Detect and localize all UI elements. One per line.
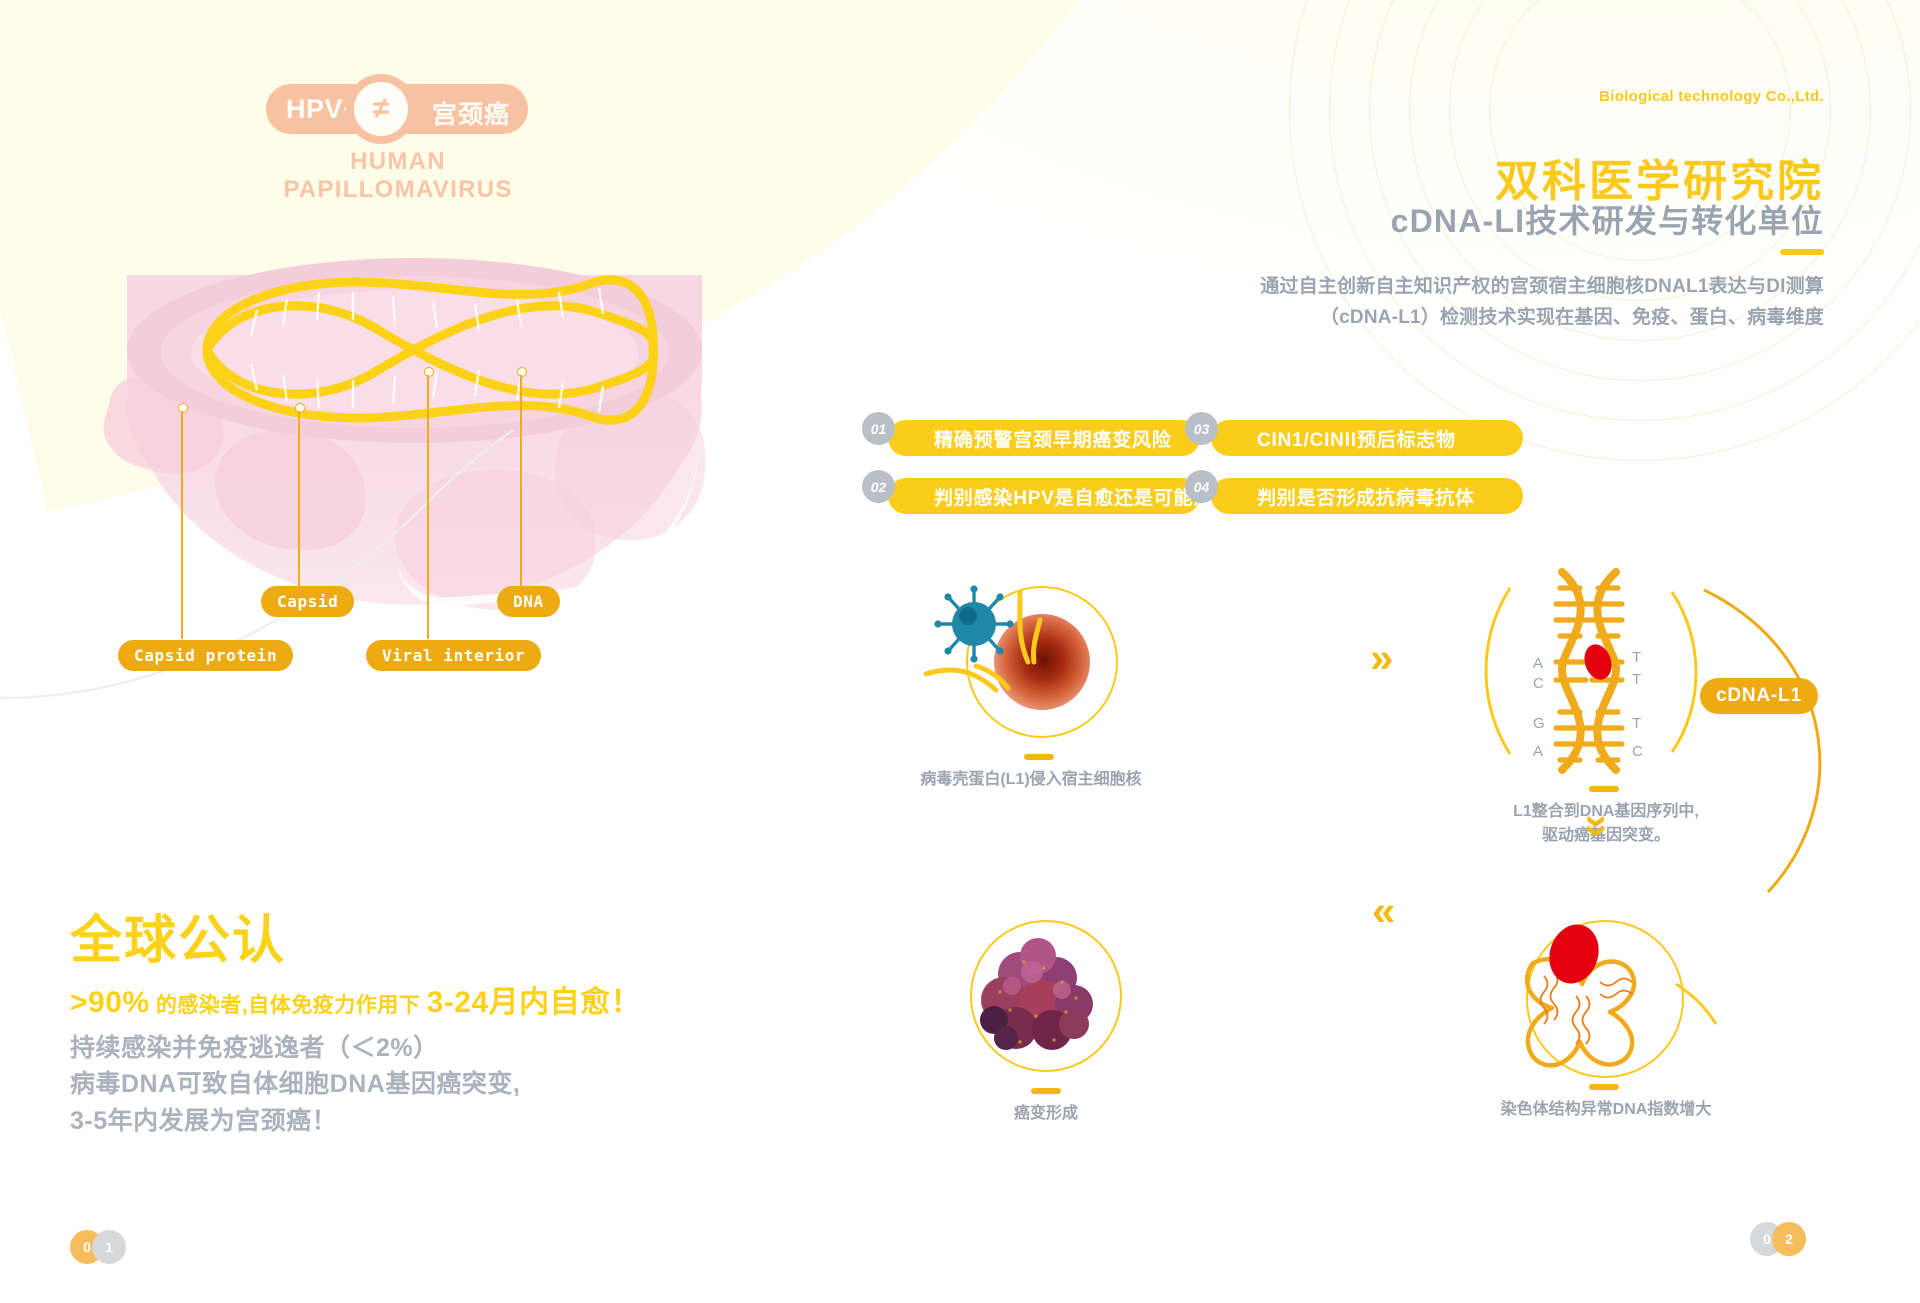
process-stage-2: A C G A T T T C L1整合到DNA基因序列中, 驱动癌基因突变。 xyxy=(1476,566,1736,844)
leader-line-dna xyxy=(520,375,522,586)
arrow-down-icon: » xyxy=(1575,814,1623,838)
label-capsid-protein: Capsid protein xyxy=(118,640,294,671)
feature-label-03: CIN1/CINII预后标志物 xyxy=(1257,429,1456,451)
leader-dot-capsid-protein xyxy=(178,403,188,413)
cervical-cancer-label: 宫颈癌 xyxy=(431,101,510,129)
page-number-left: 0 1 xyxy=(70,1230,134,1264)
desc-line-1: 通过自主创新自主知识产权的宫颈宿主细胞核DNAL1表达与DI测算 xyxy=(1260,276,1824,297)
dna-base-right-3: T xyxy=(1632,715,1641,732)
dna-helix-icon: A C G A T T T C xyxy=(1484,568,1698,774)
stage-2-caption-line2: 驱动癌基因突变。 xyxy=(1541,827,1670,844)
capsid-protein-blob xyxy=(215,430,365,550)
stage-4-caption-rule xyxy=(1589,1084,1619,1090)
virus-capsid-illustration xyxy=(95,240,735,660)
dna-base-left-1: A xyxy=(1533,655,1543,672)
cdna-l1-arc xyxy=(1703,588,1822,894)
abnormal-structure-marker xyxy=(1549,924,1599,984)
dna-base-left-2: C xyxy=(1533,675,1544,692)
body-line-1: 持续感染并免疫逃逸者（＜2%） xyxy=(70,1034,439,1062)
stage-2-caption-line1: L1整合到DNA基因序列中, xyxy=(1513,803,1699,820)
global-stat-line: >90% 的感染者,自体免疫力作用下 3-24月内自愈！ xyxy=(70,977,641,1021)
stage-4-caption: 染色体结构异常DNA指数增大 xyxy=(1500,1101,1712,1118)
hpv-subtitle: HUMAN PAPILLOMAVIRUS xyxy=(283,148,513,203)
stage-4-circle xyxy=(1526,920,1684,1078)
organization-description: 通过自主创新自主知识产权的宫颈宿主细胞核DNAL1表达与DI测算 （cDNA-L… xyxy=(1124,272,1824,334)
process-stage-4: 染色体结构异常DNA指数增大 xyxy=(1476,912,1736,1132)
dna-base-right-1: T xyxy=(1632,649,1641,666)
label-capsid: Capsid xyxy=(261,586,355,617)
page-digit-second: 1 xyxy=(92,1230,126,1264)
page-digit-second: 2 xyxy=(1772,1222,1806,1256)
feature-number-02: 02 xyxy=(862,470,895,503)
stage-1-caption-rule xyxy=(1024,754,1054,760)
feature-label-02: 判别感染HPV是自愈还是可能癌变 xyxy=(934,487,1233,509)
not-equal-glyph: ≠ xyxy=(354,82,408,136)
stage-3-caption: 癌变形成 xyxy=(1013,1105,1078,1122)
title-divider xyxy=(1780,249,1824,255)
process-stage-1: 病毒壳蛋白(L1)侵入宿主细胞核 xyxy=(916,578,1146,788)
leader-line-capsid xyxy=(298,411,300,586)
dna-base-left-3: G xyxy=(1533,715,1545,732)
leader-line-capsid-protein xyxy=(181,411,183,639)
organization-title: 双科医学研究院 xyxy=(1495,157,1824,206)
label-dna: DNA xyxy=(497,586,560,617)
stat-middle: 的感染者,自体免疫力作用下 xyxy=(149,994,427,1017)
dna-base-right-4: C xyxy=(1632,743,1643,760)
feature-number-04: 04 xyxy=(1185,470,1218,503)
not-equal-icon: ≠ xyxy=(346,74,416,144)
page-number-right: 0 2 xyxy=(1750,1222,1814,1256)
arrow-right-icon: » xyxy=(1370,634,1394,681)
feature-pill-01[interactable]: 精确预警宫颈早期癌变风险 xyxy=(888,420,1200,456)
process-stage-3: 癌变形成 xyxy=(916,912,1146,1132)
desc-line-2: （cDNA-L1）检测技术实现在基因、免疫、蛋白、病毒维度 xyxy=(1319,306,1824,328)
label-viral-interior: Viral interior xyxy=(366,640,542,671)
stage-2-caption: L1整合到DNA基因序列中, 驱动癌基因突变。 xyxy=(1446,800,1766,848)
cdna-l1-badge: cDNA-L1 xyxy=(1700,678,1818,714)
feature-pill-04[interactable]: 判别是否形成抗病毒抗体 xyxy=(1211,478,1523,514)
stat-duration: 3-24月内自愈！ xyxy=(426,986,642,1019)
company-name: Biological technology Co.,Ltd. xyxy=(1599,88,1824,105)
feature-number-03: 03 xyxy=(1185,412,1218,445)
leader-line-viral-interior xyxy=(427,375,429,639)
leader-dot-viral-interior xyxy=(424,367,434,377)
left-page: HPV+ 宫颈癌 ≠ HUMAN PAPILLOMAVIRUS xyxy=(0,74,735,1264)
tumor-icon xyxy=(980,938,1093,1050)
feature-pill-03[interactable]: CIN1/CINII预后标志物 xyxy=(1211,420,1523,456)
stage-3-caption-rule xyxy=(1031,1088,1061,1094)
feature-label-01: 精确预警宫颈早期癌变风险 xyxy=(934,429,1172,451)
dna-base-right-2: T xyxy=(1632,671,1641,688)
stage-3-circle xyxy=(970,920,1122,1072)
decorative-swoosh xyxy=(0,430,516,700)
leader-dot-dna xyxy=(517,367,527,377)
feature-number-01: 01 xyxy=(862,412,895,445)
mutation-marker xyxy=(1584,644,1612,680)
global-headline: 全球公认 xyxy=(70,912,287,970)
body-line-2: 病毒DNA可致自体细胞DNA基因癌突变, xyxy=(70,1070,521,1099)
leader-dot-capsid xyxy=(295,403,305,413)
body-line-3: 3-5年内发展为宫颈癌！ xyxy=(70,1106,338,1135)
circular-dna-icon xyxy=(202,275,659,425)
stage-2-caption-rule xyxy=(1589,786,1619,792)
feature-pill-02[interactable]: 判别感染HPV是自愈还是可能癌变 xyxy=(888,478,1232,514)
stat-percent: >90% xyxy=(70,986,150,1019)
organization-subtitle: cDNA-LI技术研发与转化单位 xyxy=(1390,203,1824,239)
stage-1-caption: 病毒壳蛋白(L1)侵入宿主细胞核 xyxy=(920,771,1142,788)
right-page: Biological technology Co.,Ltd. 双科医学研究院 c… xyxy=(862,0,1920,1303)
dna-base-left-4: A xyxy=(1533,743,1543,760)
global-body-text: 持续感染并免疫逃逸者（＜2%） 病毒DNA可致自体细胞DNA基因癌突变, 3-5… xyxy=(70,1030,520,1139)
feature-label-04: 判别是否形成抗病毒抗体 xyxy=(1257,487,1475,509)
virus-infection-icon xyxy=(923,585,1090,710)
arrow-left-icon: « xyxy=(1372,887,1396,934)
chromosome-icon xyxy=(1525,924,1718,1068)
stage-1-circle xyxy=(966,586,1118,738)
